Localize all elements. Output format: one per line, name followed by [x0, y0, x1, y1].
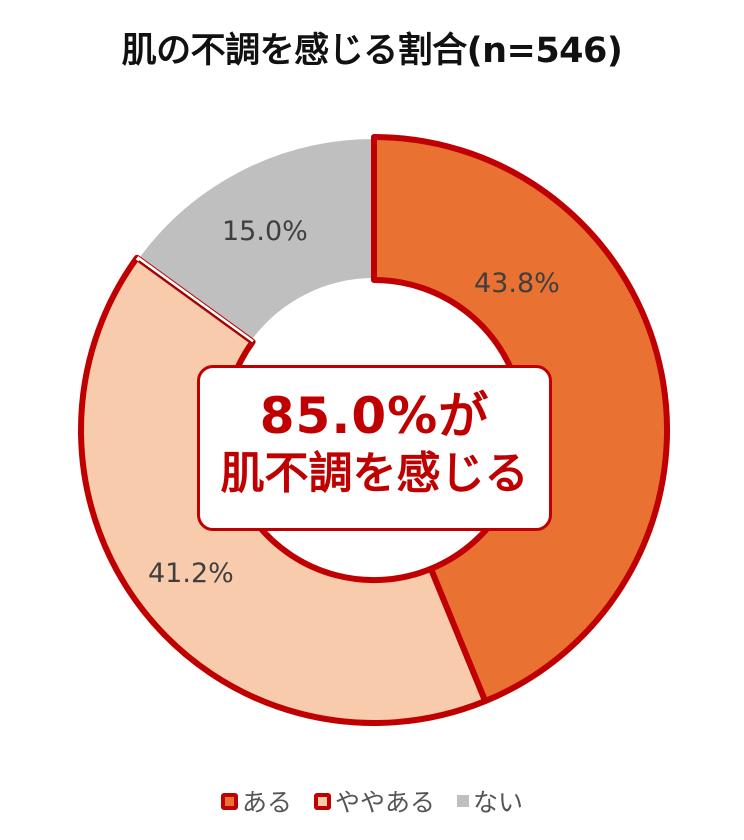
chart-title: 肌の不調を感じる割合(n=546)	[121, 31, 623, 71]
callout-line1: 85.0%が	[259, 387, 490, 445]
summary-callout: 85.0%が 肌不調を感じる	[197, 365, 552, 531]
legend-label: ややある	[334, 788, 435, 817]
legend-item-aru: ある	[220, 783, 292, 819]
label-yayaaru: 41.2%	[148, 558, 234, 589]
slice-yayaaru	[78, 254, 489, 727]
swatch-yayaaru-icon	[313, 792, 331, 810]
callout-line2: 肌不調を感じる	[220, 448, 529, 499]
slice-aru	[371, 134, 670, 705]
label-aru: 43.8%	[474, 268, 560, 299]
legend: ある ややある ない	[0, 783, 744, 819]
legend-item-yayaaru: ややある	[313, 783, 435, 819]
swatch-aru-icon	[220, 792, 238, 810]
legend-label: ある	[241, 788, 292, 817]
swatch-nai-icon	[457, 795, 469, 807]
label-nai: 15.0%	[222, 216, 308, 247]
slice-nai	[134, 134, 376, 345]
legend-label: ない	[473, 788, 524, 817]
legend-item-nai: ない	[457, 783, 523, 819]
